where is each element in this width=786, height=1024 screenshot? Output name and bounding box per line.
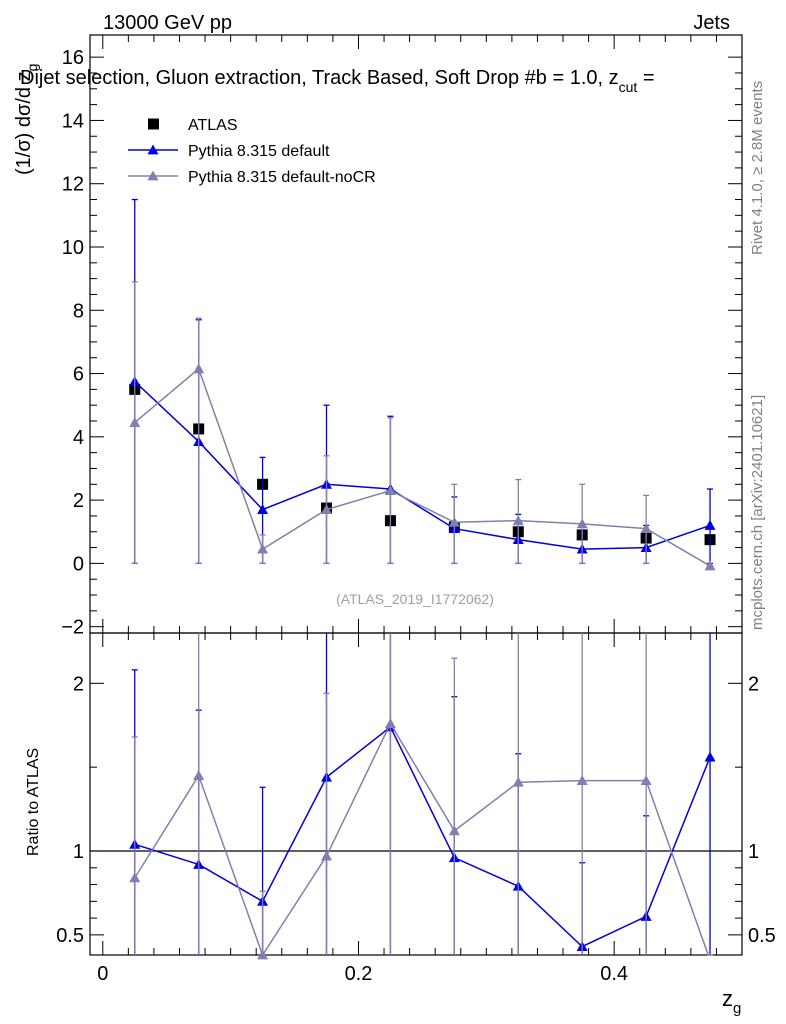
legend-label: Pythia 8.315 default [188,143,330,160]
ratio-panel-frame [89,632,743,956]
main-triangle-marker [512,515,524,526]
main-y-tick-label: 10 [62,237,84,259]
plot-title-sub: cut [619,79,638,95]
ratio-triangle-marker [704,751,716,762]
main-y-axis: −2 0 2 4 6 8 10 12 14 16 [61,47,742,639]
ratio-y-tick-label: 2 [73,673,84,695]
main-y-tick-label: 6 [73,364,84,386]
main-triangle-marker [576,518,588,529]
main-series-layer [129,198,716,571]
rivet-label: Rivet 4.1.0, ≥ 2.8M events [749,81,766,255]
main-triangle-marker [448,516,460,527]
ratio-panel: 0.5 0.5 1 1 2 2 0 0.2 0.4 Ratio to ATLAS zg [25,632,776,1017]
ratio-series-line [134,725,711,948]
legend-label: ATLAS [188,117,238,134]
ratio-y-axis: 0.5 0.5 1 1 2 2 [56,673,776,947]
main-triangle-marker [257,504,269,515]
ratio-triangle-marker [321,850,333,861]
series-pythia-8-315-default [129,198,716,565]
series-pythia-8-315-default-nocr [129,281,716,571]
main-y-tick-label: 2 [73,490,84,512]
main-triangle-marker [321,504,333,515]
x-tick-label: 0.4 [600,963,628,985]
main-y-tick-label: 16 [62,47,84,69]
main-y-axis-label: (1/σ) dσ/d zg [13,64,40,175]
legend-triangle-marker [147,144,159,155]
main-y-tick-label: 12 [62,174,84,196]
main-series-line [134,367,711,567]
ratio-y-tick-label: 0.5 [56,925,84,947]
ratio-triangle-marker [448,825,460,836]
ratio-y-tick-label-right: 1 [748,841,759,863]
legend: ATLAS Pythia 8.315 default Pythia 8.315 de… [128,117,376,186]
main-x-ticks [102,35,743,633]
main-triangle-marker [704,560,716,571]
ratio-triangle-marker [512,776,524,787]
main-triangle-marker [193,363,205,374]
plot-title-suffix: = [637,67,654,89]
ratio-series-pythia-8-315-default-nocr [129,633,714,960]
ratio-triangle-marker [257,949,269,960]
main-triangle-marker [129,417,141,427]
header-left-label: 13000 GeV pp [103,12,232,34]
ratio-series-line [134,721,710,955]
plot-title-main: Dijet selection, Gluon extraction, Track… [20,67,619,89]
main-watermark: (ATLAS_2019_I1772062) [336,591,494,607]
main-y-tick-label: −2 [61,617,84,639]
legend-triangle-marker [147,170,159,181]
main-series-line [134,380,711,550]
x-axis-label-sub: g [733,1000,741,1017]
ratio-y-axis-label: Ratio to ATLAS [25,748,42,856]
ratio-series-layer [129,633,716,960]
main-y-tick-label: 8 [73,300,84,322]
main-y-axis-label-sub: g [24,64,40,72]
ratio-y-tick-label-right: 0.5 [748,925,776,947]
ratio-series-pythia-8-315-default [129,633,716,955]
x-tick-label: 0 [97,963,108,985]
main-triangle-marker [704,519,716,530]
main-triangle-marker [640,523,652,533]
ratio-triangle-marker [576,775,588,785]
main-triangle-marker [257,543,269,554]
ratio-triangle-marker [384,718,396,728]
ratio-triangle-marker [640,775,652,785]
header-right-label: Jets [693,12,730,34]
ratio-triangle-marker [193,770,205,780]
ratio-triangle-marker [129,872,141,883]
x-axis-label-main: z [722,986,733,1011]
x-axis-label: zg [722,986,741,1017]
legend-label: Pythia 8.315 default-noCR [188,169,376,186]
mcplots-label: mcplots.cern.ch [arXiv:2401.10621] [749,395,766,630]
ratio-x-axis: 0 0.2 0.4 [97,633,743,985]
plot-title: Dijet selection, Gluon extraction, Track… [20,67,655,95]
main-y-tick-label: 0 [73,553,84,575]
series-atlas [129,383,716,546]
main-y-tick-label: 14 [62,110,84,132]
ratio-y-tick-label: 1 [73,841,84,863]
ratio-y-tick-label-right: 2 [748,673,759,695]
x-tick-label: 0.2 [345,963,373,985]
main-panel: −2 0 2 4 6 8 10 12 14 16 (ATLAS_2019_I1772062) (1… [13,34,743,639]
main-y-axis-label-main: (1/σ) dσ/d z [13,71,35,175]
legend-square-marker [148,118,159,130]
main-triangle-marker [384,485,396,496]
main-y-tick-label: 4 [73,427,84,449]
